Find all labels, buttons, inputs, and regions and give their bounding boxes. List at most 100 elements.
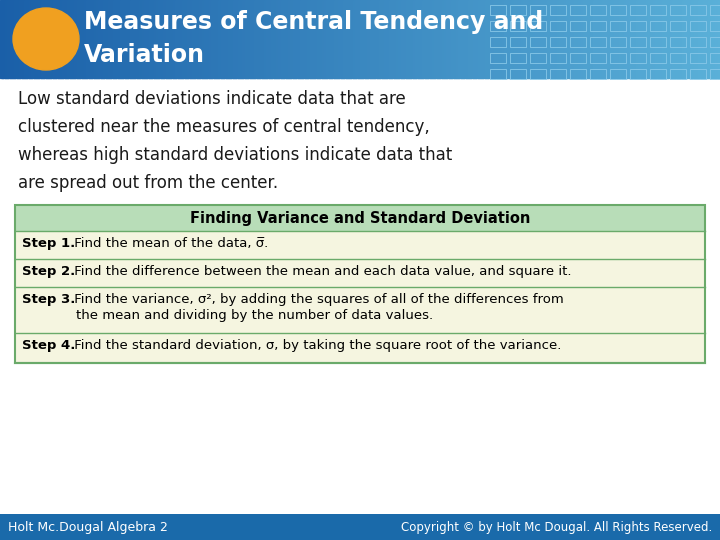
- Bar: [163, 0, 166, 78]
- Bar: [377, 0, 380, 78]
- Bar: [617, 0, 620, 78]
- Bar: [682, 0, 685, 78]
- Bar: [434, 0, 438, 78]
- Text: Step 2.: Step 2.: [22, 265, 76, 278]
- Bar: [117, 0, 121, 78]
- Bar: [593, 0, 596, 78]
- Bar: [331, 0, 335, 78]
- Bar: [590, 21, 606, 31]
- Text: Find the variance, σ², by adding the squares of all of the differences from: Find the variance, σ², by adding the squ…: [70, 293, 563, 306]
- Bar: [250, 0, 253, 78]
- Bar: [15, 259, 705, 287]
- Bar: [648, 0, 652, 78]
- Bar: [590, 69, 606, 79]
- Bar: [161, 0, 164, 78]
- Bar: [420, 0, 423, 78]
- Bar: [48, 0, 51, 78]
- Bar: [708, 0, 711, 78]
- Bar: [510, 5, 526, 15]
- Bar: [559, 0, 562, 78]
- Bar: [279, 0, 282, 78]
- Bar: [81, 0, 85, 78]
- Bar: [684, 0, 688, 78]
- Bar: [598, 0, 601, 78]
- Bar: [679, 0, 683, 78]
- Bar: [441, 0, 445, 78]
- Text: Finding Variance and Standard Deviation: Finding Variance and Standard Deviation: [190, 211, 530, 226]
- Bar: [706, 0, 709, 78]
- Bar: [590, 53, 606, 63]
- Bar: [516, 0, 519, 78]
- Bar: [630, 21, 646, 31]
- Text: Measures of Central Tendency and: Measures of Central Tendency and: [84, 10, 544, 34]
- Bar: [410, 0, 414, 78]
- Bar: [713, 0, 716, 78]
- Bar: [216, 0, 220, 78]
- Bar: [583, 0, 587, 78]
- Bar: [634, 0, 637, 78]
- Bar: [125, 0, 128, 78]
- Bar: [94, 0, 97, 78]
- Bar: [189, 0, 193, 78]
- Bar: [549, 0, 553, 78]
- Bar: [490, 69, 506, 79]
- Bar: [358, 0, 361, 78]
- Bar: [60, 0, 63, 78]
- Bar: [218, 0, 222, 78]
- Bar: [297, 0, 301, 78]
- Bar: [319, 0, 323, 78]
- Bar: [315, 0, 318, 78]
- Bar: [590, 0, 594, 78]
- Text: clustered near the measures of central tendency,: clustered near the measures of central t…: [18, 118, 430, 136]
- Bar: [466, 0, 469, 78]
- Bar: [554, 0, 558, 78]
- Bar: [180, 0, 184, 78]
- Bar: [77, 0, 80, 78]
- Bar: [353, 0, 356, 78]
- Bar: [550, 21, 566, 31]
- Bar: [281, 0, 284, 78]
- Bar: [581, 0, 584, 78]
- Bar: [470, 0, 474, 78]
- Bar: [211, 0, 215, 78]
- Bar: [45, 0, 49, 78]
- Text: Variation: Variation: [84, 43, 205, 67]
- Bar: [115, 0, 119, 78]
- Bar: [34, 0, 37, 78]
- Bar: [91, 0, 94, 78]
- Bar: [530, 5, 546, 15]
- Bar: [690, 5, 706, 15]
- Bar: [570, 5, 586, 15]
- Bar: [384, 0, 387, 78]
- Bar: [300, 0, 303, 78]
- Bar: [110, 0, 114, 78]
- Bar: [362, 0, 366, 78]
- Bar: [588, 0, 591, 78]
- Bar: [228, 0, 231, 78]
- Bar: [341, 0, 344, 78]
- Bar: [509, 0, 512, 78]
- Bar: [610, 21, 626, 31]
- Bar: [130, 0, 133, 78]
- Bar: [360, 0, 364, 78]
- Bar: [653, 0, 656, 78]
- Bar: [569, 0, 572, 78]
- Bar: [521, 0, 524, 78]
- Bar: [552, 0, 555, 78]
- Bar: [630, 53, 646, 63]
- Bar: [343, 0, 346, 78]
- Bar: [336, 0, 339, 78]
- Bar: [670, 5, 686, 15]
- Bar: [677, 0, 680, 78]
- Bar: [650, 5, 666, 15]
- Bar: [504, 0, 508, 78]
- Bar: [530, 69, 546, 79]
- Bar: [202, 0, 205, 78]
- Bar: [0, 0, 4, 78]
- Bar: [459, 0, 462, 78]
- Bar: [670, 0, 673, 78]
- Bar: [523, 0, 526, 78]
- Bar: [570, 21, 586, 31]
- Bar: [590, 5, 606, 15]
- Bar: [570, 37, 586, 47]
